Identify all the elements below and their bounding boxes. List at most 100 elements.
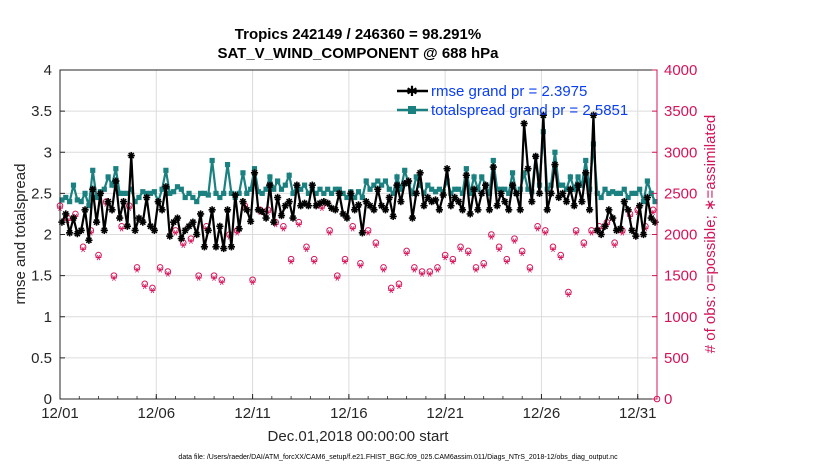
- rmse-point: [632, 232, 640, 240]
- totalspread-point: [382, 178, 389, 184]
- totalspread-point: [567, 174, 573, 180]
- obs-assimilated-point: [619, 230, 626, 236]
- obs-assimilated-stroke: [173, 230, 178, 236]
- totalspread-point: [90, 167, 96, 173]
- rmse-point: [493, 202, 501, 210]
- totalspread-point: [363, 178, 369, 184]
- rmse-point-stroke: [324, 200, 331, 207]
- rmse-point: [347, 189, 355, 197]
- y-axis-left-label: rmse and totalspread: [12, 164, 29, 305]
- totalspread-point: [602, 186, 608, 192]
- rmse-point-stroke: [494, 202, 501, 209]
- rmse-point-stroke: [105, 198, 112, 205]
- rmse-point-stroke: [544, 206, 551, 213]
- rmse-point: [639, 230, 648, 239]
- rmse-point: [389, 212, 397, 221]
- obs-assimilated-stroke: [651, 209, 655, 216]
- totalspread-point: [124, 190, 131, 196]
- totalspread-point: [629, 190, 635, 196]
- totalspread-point: [613, 190, 620, 196]
- totalspread-point: [579, 182, 585, 188]
- rmse-point-stroke: [216, 223, 223, 230]
- rmse-point: [404, 177, 413, 185]
- totalspread-point: [359, 194, 365, 201]
- obs-assimilated-stroke: [520, 250, 525, 257]
- obs-assimilated-point: [411, 267, 418, 273]
- rmse-point: [200, 243, 209, 251]
- totalspread-point: [467, 190, 473, 196]
- rmse-point: [277, 211, 286, 220]
- rmse-point: [96, 189, 105, 197]
- rmse-point: [270, 218, 278, 226]
- rmse-point-stroke: [640, 231, 647, 238]
- obs-assimilated-point: [434, 267, 441, 273]
- rmse-point-stroke: [397, 198, 404, 205]
- rmse-point: [189, 218, 197, 226]
- obs-assimilated-point: [326, 230, 333, 236]
- rmse-point: [308, 181, 316, 189]
- rmse-point: [223, 206, 232, 214]
- obs-assimilated-stroke: [612, 242, 617, 248]
- rmse-point: [489, 163, 497, 171]
- rmse-point-stroke: [309, 182, 316, 189]
- obs-assimilated-point: [496, 246, 503, 253]
- rmse-point-stroke: [151, 227, 158, 234]
- rmse-point-stroke: [97, 190, 104, 197]
- rmse-point-stroke: [378, 202, 385, 209]
- rmse-point-stroke: [413, 190, 420, 197]
- rmse-point-stroke: [251, 169, 258, 176]
- totalspread-point: [109, 182, 115, 188]
- rmse-point-stroke: [547, 190, 555, 197]
- obs-assimilated-point: [480, 262, 487, 269]
- rmse-point-stroke: [158, 206, 166, 213]
- obs-assimilated-point: [110, 275, 117, 281]
- rmse-point: [601, 222, 609, 230]
- obs-assimilated-point: [542, 230, 549, 236]
- obs-assimilated-point: [611, 242, 618, 248]
- rmse-point-stroke: [131, 227, 139, 234]
- rmse-point-stroke: [559, 190, 566, 197]
- totalspread-point: [113, 166, 119, 172]
- rmse-point-stroke: [147, 223, 154, 230]
- obs-assimilated-stroke: [196, 275, 201, 281]
- totalspread-point: [421, 190, 427, 196]
- totalspread-point: [509, 170, 516, 176]
- obs-assimilated-stroke: [366, 230, 370, 236]
- obs-assimilated-point: [280, 225, 287, 232]
- totalspread-point: [201, 190, 208, 196]
- obs-assimilated-stroke: [443, 254, 448, 261]
- totalspread-point: [506, 190, 512, 196]
- totalspread-point: [394, 174, 400, 180]
- obs-assimilated-point: [311, 258, 318, 265]
- obs-assimilated-stroke: [81, 246, 85, 253]
- totalspread-point: [271, 186, 277, 192]
- rmse-point-stroke: [228, 243, 235, 250]
- rmse-point-stroke: [328, 205, 335, 212]
- rmse-point: [431, 196, 440, 204]
- rmse-point-stroke: [85, 237, 92, 244]
- obs-assimilated-point: [342, 258, 349, 265]
- obs-assimilated-stroke: [373, 242, 378, 248]
- totalspread-point: [213, 190, 219, 196]
- rmse-point: [474, 206, 482, 214]
- totalspread-point: [263, 186, 269, 192]
- totalspread-point: [328, 190, 335, 196]
- rmse-point: [208, 206, 216, 214]
- rmse-point: [535, 189, 544, 197]
- obs-assimilated-stroke: [219, 279, 224, 286]
- totalspread-point: [205, 192, 211, 198]
- totalspread-point: [248, 186, 254, 192]
- rmse-point-stroke: [305, 202, 312, 209]
- legend-rmse-marker: ✱: [406, 83, 418, 99]
- obs-assimilated-point: [318, 205, 325, 211]
- chart-title-line2: SAT_V_WIND_COMPONENT @ 688 hPa: [217, 45, 499, 62]
- totalspread-point: [494, 186, 500, 192]
- x-tick-label: 12/21: [426, 405, 464, 422]
- rmse-point-stroke: [459, 206, 466, 213]
- rmse-point: [112, 177, 120, 185]
- obs-assimilated-point: [295, 221, 302, 228]
- totalspread-point: [479, 174, 485, 180]
- rmse-point-stroke: [366, 202, 374, 209]
- obs-assimilated-point: [449, 258, 456, 265]
